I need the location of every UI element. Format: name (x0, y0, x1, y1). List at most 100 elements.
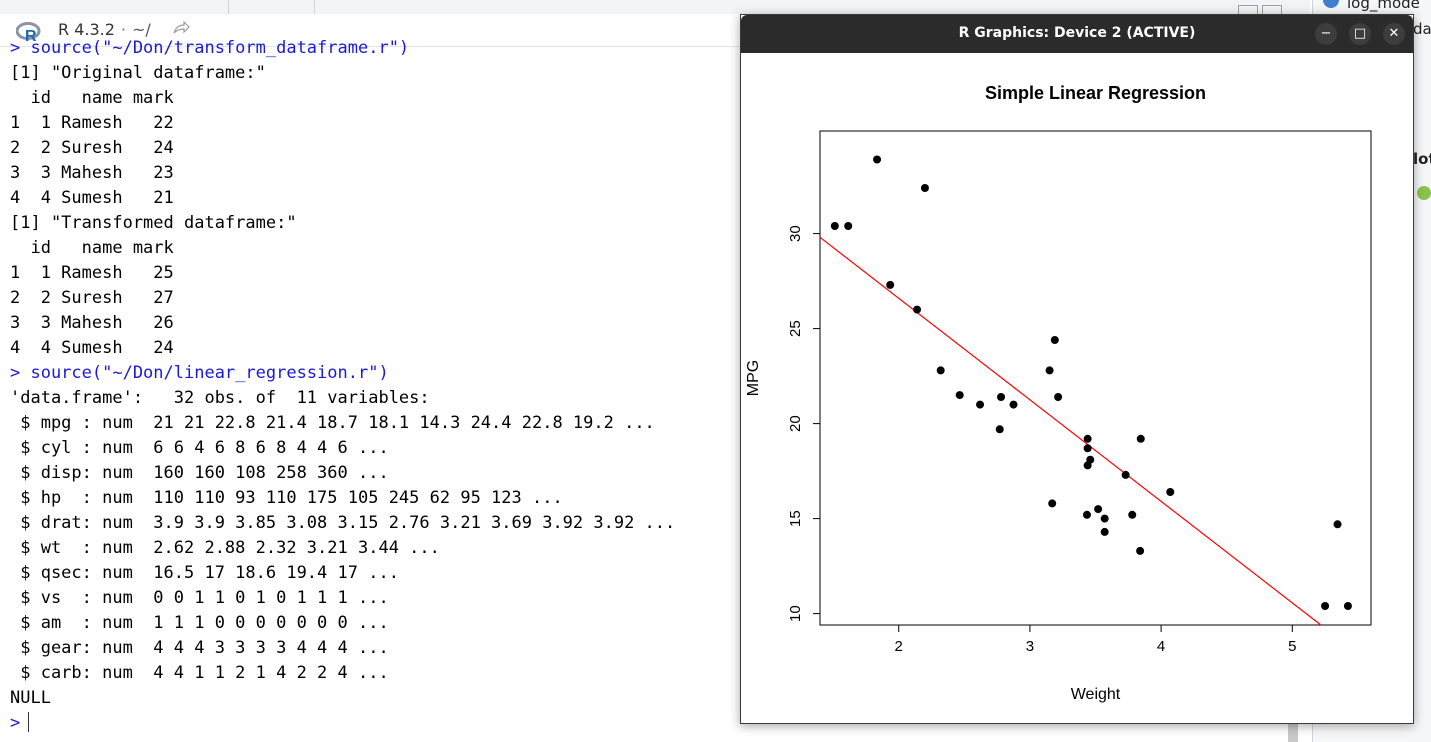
tab-divider (314, 0, 315, 14)
console-output-line: 4 4 Sumesh 21 (10, 188, 174, 208)
info-icon (1323, 0, 1339, 8)
chart-title: Simple Linear Regression (985, 83, 1206, 103)
data-point (1083, 444, 1092, 453)
data-point (936, 366, 945, 375)
console-output-line: $ qsec: num 16.5 17 18.6 19.4 17 ... (10, 563, 399, 583)
right-pane-item[interactable]: log_mode (1347, 0, 1420, 12)
console-output-line: [1] "Transformed dataframe:" (10, 213, 297, 233)
r-version: R 4.3.2 (58, 20, 115, 39)
x-tick-label: 3 (1026, 638, 1034, 655)
console-output-line: $ cyl : num 6 6 4 6 8 6 8 4 4 6 ... (10, 438, 389, 458)
x-axis-label: Weight (1071, 686, 1121, 703)
working-directory[interactable]: ~/ (132, 20, 151, 39)
console-command: > source("~/Don/transform_dataframe.r") (10, 38, 410, 58)
axes: 2 3 4 5 10 15 20 25 30 (787, 225, 1296, 655)
graphics-window-titlebar[interactable]: R Graphics: Device 2 (ACTIVE) − □ ✕ (741, 15, 1413, 53)
data-point (920, 184, 929, 192)
tab-divider (228, 0, 229, 14)
pane-layout-buttons[interactable] (1238, 0, 1288, 15)
y-tick-label: 20 (787, 415, 804, 432)
console-output-line: $ drat: num 3.9 3.9 3.85 3.08 3.15 2.76 … (10, 513, 676, 533)
data-point (997, 393, 1006, 401)
data-point (1166, 488, 1175, 496)
console-output-line: $ disp: num 160 160 108 258 360 ... (10, 463, 389, 483)
data-point (1083, 434, 1092, 443)
plot-area: Simple Linear Regression Weight MPG 2 3 4 5… (741, 53, 1413, 723)
console-output-line: $ gear: num 4 4 4 3 3 3 3 4 4 4 ... (10, 638, 389, 658)
console-output-line: 1 1 Ramesh 22 (10, 113, 174, 133)
graphics-window-title: R Graphics: Device 2 (ACTIVE) (958, 25, 1196, 41)
console-scrollbar[interactable] (1288, 722, 1298, 742)
scatter-plot: Simple Linear Regression Weight MPG 2 3 4 5… (745, 83, 1372, 703)
data-point (830, 222, 839, 230)
data-points (830, 155, 1352, 610)
console-output-line: 4 4 Sumesh 24 (10, 338, 174, 358)
right-pane-item[interactable]: lot (1413, 150, 1431, 168)
prompt-symbol: > (10, 713, 21, 733)
data-point (886, 280, 895, 289)
console-output-line: 2 2 Suresh 24 (10, 138, 174, 158)
data-point (1343, 602, 1352, 610)
close-window-button[interactable]: ✕ (1383, 23, 1405, 45)
data-point (976, 400, 985, 409)
zoom-icon[interactable] (1417, 186, 1431, 200)
top-tab-strip (0, 0, 1310, 15)
data-point (1333, 520, 1342, 529)
console-output-line: 'data.frame': 32 obs. of 11 variables: (10, 388, 430, 408)
x-tick-label: 5 (1288, 638, 1296, 655)
data-point (1054, 393, 1063, 401)
x-tick-label: 4 (1157, 638, 1165, 655)
console-title: R 4.3.2 · ~/ (58, 20, 151, 39)
console-output-line: $ wt : num 2.62 2.88 2.32 3.21 3.44 ... (10, 538, 440, 558)
console-output[interactable]: > source("~/Don/transform_dataframe.r") [… (10, 36, 730, 736)
title-separator: · (120, 20, 127, 39)
maximize-window-button[interactable]: □ (1349, 23, 1371, 45)
regression-line (819, 236, 1322, 626)
right-pane-item[interactable]: da (1413, 20, 1431, 38)
plot-frame (819, 130, 1372, 626)
console-header (0, 14, 740, 47)
console-output-line: $ vs : num 0 0 1 1 0 1 0 1 1 1 ... (10, 588, 389, 608)
console-command: > source("~/Don/linear_regression.r") (10, 363, 389, 383)
data-point (1136, 434, 1145, 443)
y-tick-label: 10 (787, 605, 804, 622)
go-to-directory-icon[interactable] (172, 20, 190, 36)
console-output-line: [1] "Original dataframe:" (10, 63, 266, 83)
console-output-line: 2 2 Suresh 27 (10, 288, 174, 308)
data-point (995, 425, 1004, 434)
data-point (1083, 461, 1092, 470)
data-point (844, 222, 853, 230)
r-logo-icon: R (16, 22, 41, 42)
data-point (1094, 505, 1103, 514)
console-prompt[interactable]: > (10, 711, 730, 736)
data-point (1100, 514, 1109, 523)
console-output-line: id name mark (10, 88, 174, 108)
console-output-line: $ hp : num 110 110 93 110 175 105 245 62… (10, 488, 563, 508)
data-point (1082, 510, 1091, 519)
console-output-line: id name mark (10, 238, 174, 258)
data-point (1100, 527, 1109, 536)
y-axis-label: MPG (745, 360, 762, 396)
data-point (1045, 366, 1054, 375)
console-output-line: 3 3 Mahesh 26 (10, 313, 174, 333)
console-output-line: $ carb: num 4 4 1 1 2 1 4 2 2 4 ... (10, 663, 389, 683)
r-graphics-window[interactable]: R Graphics: Device 2 (ACTIVE) − □ ✕ Simp… (740, 14, 1414, 724)
data-point (1128, 510, 1137, 519)
data-point (873, 155, 882, 164)
x-tick-label: 2 (895, 638, 903, 655)
y-tick-label: 25 (787, 320, 804, 337)
y-tick-label: 30 (787, 225, 804, 242)
data-point (955, 391, 964, 400)
data-point (913, 305, 922, 314)
console-output-line: NULL (10, 688, 51, 708)
data-point (1121, 470, 1130, 479)
console-output-line: $ mpg : num 21 21 22.8 21.4 18.7 18.1 14… (10, 413, 655, 433)
console-output-line: 3 3 Mahesh 23 (10, 163, 174, 183)
y-tick-label: 15 (787, 510, 804, 527)
minimize-window-button[interactable]: − (1315, 23, 1337, 45)
data-point (1048, 499, 1057, 508)
svg-text:R: R (25, 28, 37, 42)
data-point (1136, 546, 1145, 555)
console-output-line: 1 1 Ramesh 25 (10, 263, 174, 283)
console-output-line: $ am : num 1 1 1 0 0 0 0 0 0 0 ... (10, 613, 389, 633)
